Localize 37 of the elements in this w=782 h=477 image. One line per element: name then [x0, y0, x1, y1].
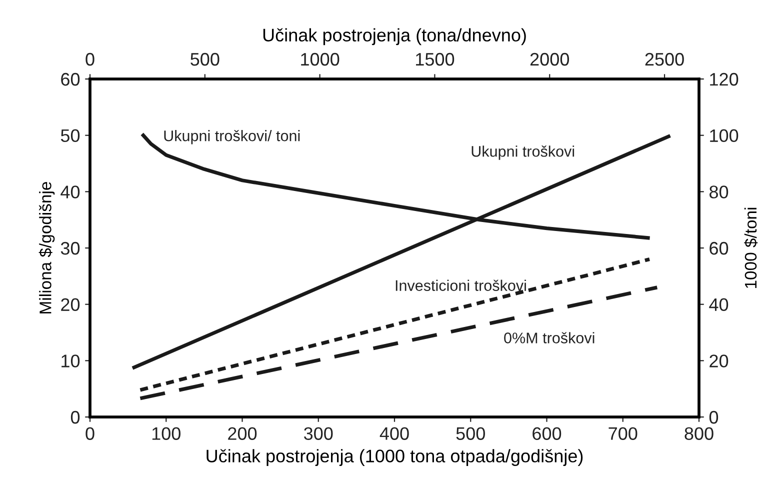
y2-tick-label: 100 — [710, 129, 738, 142]
series-label: Ukupni troškovi/ toni — [164, 130, 300, 144]
x-tick-label: 700 — [608, 427, 638, 440]
y2-tick-label: 0 — [709, 410, 718, 424]
x2-tick-label: 500 — [190, 52, 220, 66]
x-axis-title: Učinak postrojenja (1000 tona otpada/godišnje) — [206, 449, 583, 466]
y-tick-label: 50 — [60, 129, 80, 142]
series-label: 0%M troškovi — [504, 332, 594, 344]
x-tick-label: 800 — [684, 427, 714, 440]
x2-tick-label: 1000 — [301, 52, 340, 66]
y-tick-label: 60 — [61, 72, 80, 86]
series-label: Ukupni troškovi — [472, 146, 574, 160]
y-axis-title: Miliona $/godišnje — [38, 182, 55, 314]
x2-tick-label: 1500 — [416, 52, 454, 66]
x-tick-label: 500 — [456, 427, 485, 440]
x-tick-label: 0 — [86, 427, 94, 440]
x2-tick-label: 2000 — [530, 52, 569, 66]
x-tick-label: 600 — [532, 427, 562, 440]
y2-tick-label: 20 — [710, 354, 728, 368]
x-tick-label: 400 — [380, 427, 409, 440]
y2-tick-label: 60 — [710, 242, 728, 255]
y2-tick-label: 120 — [710, 72, 738, 86]
y-tick-label: 10 — [62, 354, 80, 368]
y2-axis-title: 1000 $/toni — [744, 208, 758, 288]
x2-tick-label: 0 — [86, 52, 94, 66]
y-tick-label: 30 — [60, 242, 80, 255]
y2-tick-label: 40 — [709, 298, 728, 312]
y-tick-label: 0 — [70, 410, 80, 424]
x2-axis-title: Učinak postrojenja (tona/dnevno) — [263, 28, 526, 46]
x2-tick-label: 2500 — [645, 52, 684, 66]
x-tick-label: 100 — [152, 427, 180, 440]
x-tick-label: 200 — [228, 427, 257, 440]
y-tick-label: 20 — [61, 298, 80, 312]
y-tick-label: 40 — [60, 186, 80, 198]
x-tick-label: 300 — [304, 427, 333, 440]
y2-tick-label: 80 — [710, 186, 728, 198]
series-label: Investicioni troškovi — [396, 280, 526, 291]
